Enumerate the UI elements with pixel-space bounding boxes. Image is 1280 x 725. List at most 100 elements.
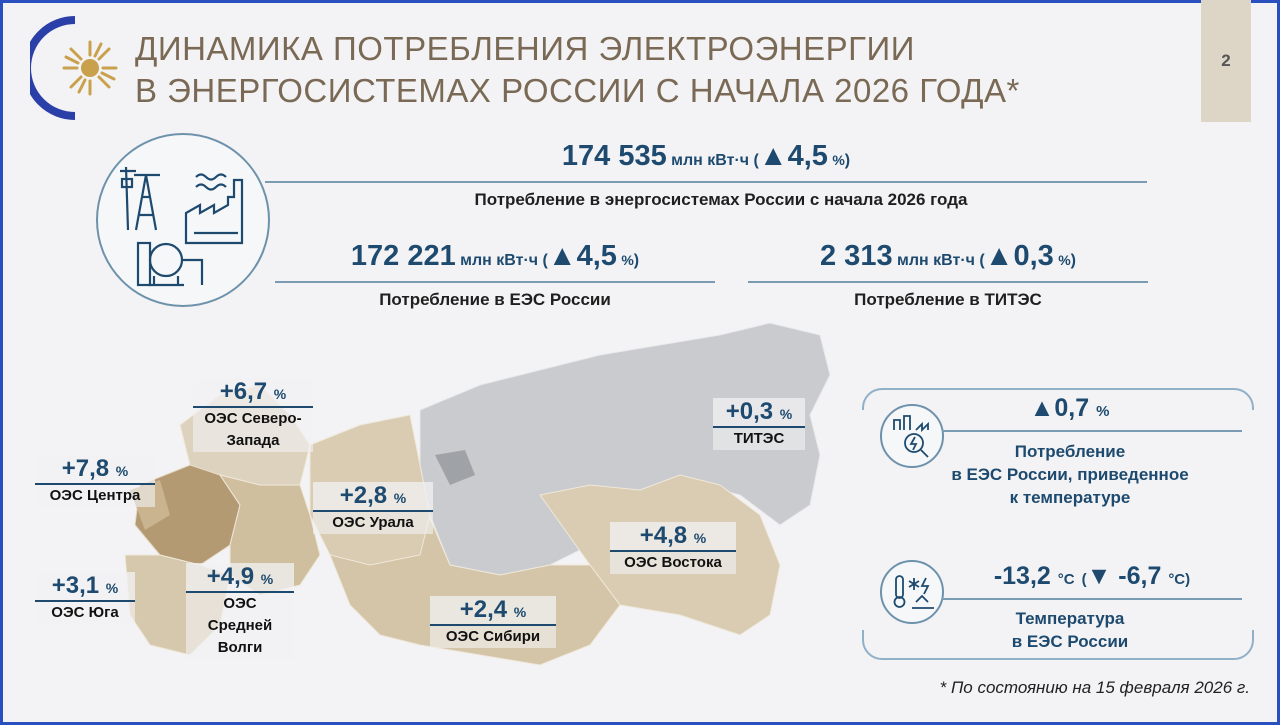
region-center: +7,8 % ОЭС Центра [35, 455, 155, 507]
region-south-name-1: ОЭС Юга [35, 602, 135, 624]
adjusted-caption-2: в ЕЭС России, приведенное [951, 465, 1189, 484]
region-north-west: +6,7 % ОЭС Северо- Запада [193, 378, 313, 452]
footnote: * По состоянию на 15 февраля 2026 г. [939, 678, 1250, 697]
temperature-caption: Температура в ЕЭС России [925, 607, 1215, 653]
ees-unit: млн кВт·ч [460, 252, 539, 269]
adjusted-caption-1: Потребление [1014, 442, 1126, 461]
total-arrow-up-icon: ▲ [758, 140, 788, 172]
region-siberia-pct: % [513, 604, 527, 620]
tites-close: ) [1070, 252, 1076, 269]
tites-unit: млн кВт·ч [897, 252, 975, 269]
adjusted-caption: Потребление в ЕЭС России, приведенное к … [905, 440, 1235, 509]
ees-close: ) [633, 252, 640, 269]
region-east-divider [610, 550, 736, 552]
tites-caption: Потребление в ТИТЭС [854, 290, 1042, 309]
region-ural: +2,8 % ОЭС Урала [313, 482, 433, 534]
total-value: 174 535 [561, 140, 667, 172]
ees-caption: Потребление в ЕЭС России [379, 290, 611, 309]
region-tites-pct: % [779, 406, 793, 422]
region-north-west-name-2: Запада [193, 430, 313, 452]
title-line-2: В ЭНЕРГОСИСТЕМАХ РОССИИ С НАЧАЛА 2026 ГО… [135, 72, 1020, 109]
total-unit: млн кВт·ч [671, 152, 750, 169]
region-north-west-divider [193, 406, 313, 408]
region-south-value: +3,1 [51, 572, 100, 599]
ees-arrow-up-icon: ▲ [547, 240, 577, 272]
temperature-value: -13,2 [993, 562, 1051, 590]
temperature-open: ( [1081, 571, 1087, 588]
total-close: ) [844, 152, 851, 169]
region-siberia-value: +2,4 [459, 596, 508, 623]
factory-lightning-icon [893, 415, 929, 458]
map-region-grey-dark [435, 450, 475, 485]
temperature-caption-2: в ЕЭС России [1011, 632, 1129, 651]
region-volga-name-1: ОЭС [186, 593, 294, 615]
adjusted-pct: % [1096, 403, 1110, 420]
industry-icon [96, 133, 270, 307]
total-divider [265, 181, 1147, 183]
adjusted-value-line: ▲0,7 % [942, 394, 1197, 423]
temperature-icon [880, 560, 944, 624]
region-ural-name-1: ОЭС Урала [313, 512, 433, 534]
temperature-unit-2: °C [1168, 571, 1186, 588]
region-volga-name-2: Средней [186, 615, 294, 637]
region-ural-pct: % [393, 490, 407, 506]
region-east-value: +4,8 [639, 522, 688, 549]
adjusted-caption-3: к температуре [1009, 488, 1131, 507]
adjusted-consumption-icon [880, 404, 944, 468]
ees-pct: % [621, 252, 634, 268]
company-logo-icon [30, 16, 118, 120]
ees-value: 172 221 [350, 240, 456, 272]
title-line-1: ДИНАМИКА ПОТРЕБЛЕНИЯ ЭЛЕКТРОЭНЕРГИИ [135, 30, 915, 67]
total-pct: % [832, 152, 845, 168]
region-siberia: +2,4 % ОЭС Сибири [430, 596, 556, 648]
adjusted-arrow-up-icon: ▲ [1029, 394, 1055, 422]
temperature-delta: -6,7 [1118, 562, 1162, 590]
region-east-name-1: ОЭС Востока [610, 552, 736, 574]
region-tites-value: +0,3 [725, 398, 774, 425]
tites-delta: 0,3 [1013, 240, 1054, 272]
total-caption: Потребление в энергосистемах России с на… [474, 190, 968, 209]
region-tites-name-1: ТИТЭС [713, 428, 805, 450]
region-center-value: +7,8 [61, 455, 110, 482]
tites-pct: % [1058, 252, 1071, 268]
region-south-pct: % [105, 580, 119, 596]
tites-arrow-up-icon: ▲ [984, 240, 1014, 272]
region-center-divider [35, 483, 155, 485]
industry-illustration-icon [120, 166, 244, 287]
adjusted-value: 0,7 [1054, 394, 1090, 422]
page-title: ДИНАМИКА ПОТРЕБЛЕНИЯ ЭЛЕКТРОЭНЕРГИИ В ЭН… [135, 28, 1135, 112]
region-volga: +4,9 % ОЭС Средней Волги [186, 563, 294, 659]
region-volga-name-3: Волги [186, 637, 294, 659]
region-east: +4,8 % ОЭС Востока [610, 522, 736, 574]
indicators-panel [860, 388, 1256, 660]
region-north-west-value: +6,7 [219, 378, 268, 405]
total-value-line: 174 535 млн кВт·ч (▲4,5 %) [265, 140, 1147, 173]
ees-delta: 4,5 [576, 240, 617, 272]
tites-value: 2 313 [820, 240, 893, 272]
tites-value-line: 2 313 млн кВт·ч (▲0,3 %) [748, 240, 1148, 273]
ees-divider [275, 281, 715, 283]
region-south: +3,1 % ОЭС Юга [35, 572, 135, 624]
temperature-close: ) [1185, 571, 1191, 588]
total-delta: 4,5 [787, 140, 828, 172]
page-number-label: 2 [1221, 51, 1231, 70]
region-volga-pct: % [260, 571, 274, 587]
region-volga-value: +4,9 [206, 563, 255, 590]
tites-divider [748, 281, 1148, 283]
region-north-west-name-1: ОЭС Северо- [193, 408, 313, 430]
region-east-pct: % [693, 530, 707, 546]
tites-open: ( [979, 252, 985, 269]
adjusted-divider [942, 430, 1242, 432]
region-tites: +0,3 % ТИТЭС [713, 398, 805, 450]
region-center-pct: % [115, 463, 129, 479]
temperature-caption-1: Температура [1015, 609, 1125, 628]
page-number: 2 [1201, 0, 1251, 122]
temperature-unit: °C [1057, 571, 1075, 588]
region-ural-value: +2,8 [339, 482, 388, 509]
ees-open: ( [542, 252, 548, 269]
region-ural-divider [313, 510, 433, 512]
region-volga-divider [186, 591, 294, 593]
temperature-value-line: -13,2 °C (▼ -6,7 °C) [942, 562, 1242, 591]
total-open: ( [753, 152, 759, 169]
thermometer-snow-icon [893, 575, 934, 609]
